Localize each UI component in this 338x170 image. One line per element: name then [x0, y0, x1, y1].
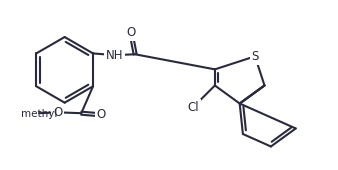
- Text: O: O: [53, 106, 62, 119]
- Text: O: O: [126, 26, 136, 39]
- Text: Cl: Cl: [187, 101, 199, 114]
- Text: S: S: [251, 50, 259, 63]
- Text: NH: NH: [106, 49, 124, 62]
- Text: methyl: methyl: [21, 109, 57, 119]
- Text: O: O: [97, 108, 106, 121]
